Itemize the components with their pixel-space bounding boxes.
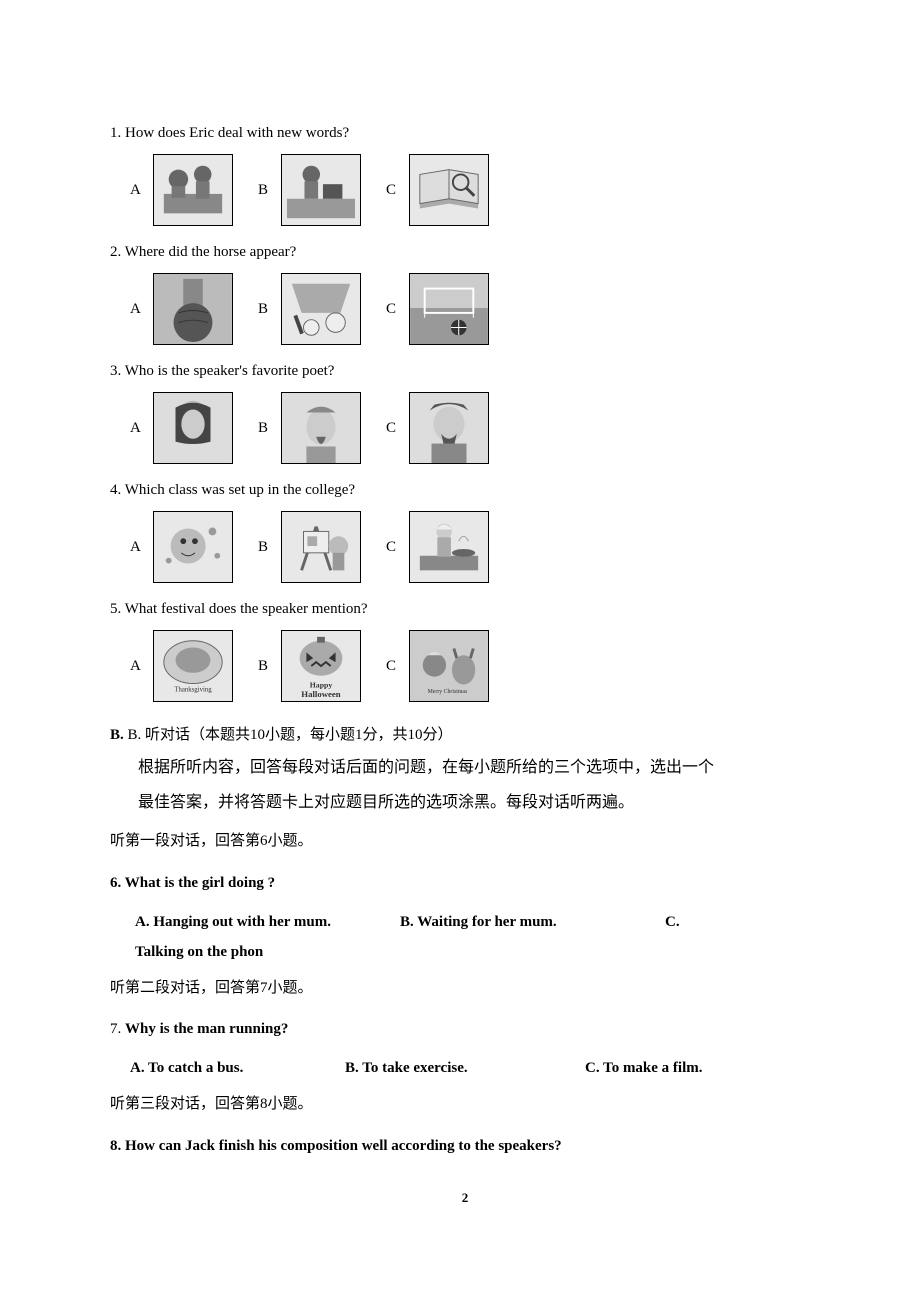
q1-image-c xyxy=(409,154,489,226)
q1-option-b: B xyxy=(258,154,361,226)
q2-option-c: C xyxy=(386,273,489,345)
svg-text:Happy: Happy xyxy=(310,680,333,689)
q5-options: A Thanksgiving B HappyHalloween C Merry … xyxy=(130,630,820,702)
q5-text: 5. What festival does the speaker mentio… xyxy=(110,601,820,618)
q7-option-a: A. To catch a bus. xyxy=(130,1053,345,1083)
svg-text:Thanksgiving: Thanksgiving xyxy=(174,686,212,693)
q3-image-c xyxy=(409,392,489,464)
page-number: 2 xyxy=(110,1190,820,1206)
q6-option-a: A. Hanging out with her mum. xyxy=(135,907,375,937)
q1-option-c: C xyxy=(386,154,489,226)
q7-prefix: 7. xyxy=(110,1021,125,1037)
section-b-header: B. B. 听对话（本题共10小题，每小题1分，共10分） xyxy=(110,720,820,750)
q1-text: 1. How does Eric deal with new words? xyxy=(110,125,820,142)
q3-text: 3. Who is the speaker's favorite poet? xyxy=(110,363,820,380)
option-letter: C xyxy=(386,539,401,556)
q6-options: A. Hanging out with her mum. B. Waiting … xyxy=(110,907,820,937)
option-letter: B xyxy=(258,539,273,556)
q3-option-c: C xyxy=(386,392,489,464)
q1-option-a: A xyxy=(130,154,233,226)
svg-text:Halloween: Halloween xyxy=(301,689,341,699)
option-letter: B xyxy=(258,301,273,318)
option-letter: A xyxy=(130,182,145,199)
q2-options: A B C xyxy=(130,273,820,345)
q5-option-c: C Merry Christmas xyxy=(386,630,489,702)
q4-option-c: C xyxy=(386,511,489,583)
option-letter: A xyxy=(130,301,145,318)
section-b-instruction2: 最佳答案，并将答题卡上对应题目所选的选项涂黑。每段对话听两遍。 xyxy=(138,785,820,820)
dialogue3-instruction: 听第三段对话，回答第8小题。 xyxy=(110,1089,820,1121)
q2-option-a: A xyxy=(130,273,233,345)
q1-image-a xyxy=(153,154,233,226)
q4-option-b: B xyxy=(258,511,361,583)
option-letter: B xyxy=(258,420,273,437)
q2-image-c xyxy=(409,273,489,345)
q4-text: 4. Which class was set up in the college… xyxy=(110,482,820,499)
q3-image-b xyxy=(281,392,361,464)
q7-text: 7. Why is the man running? xyxy=(110,1016,820,1043)
q6-option-b: B. Waiting for her mum. xyxy=(400,907,640,937)
q7-option-c: C. To make a film. xyxy=(585,1053,703,1083)
q2-option-b: B xyxy=(258,273,361,345)
option-letter: A xyxy=(130,658,145,675)
q7-main: Why is the man running? xyxy=(125,1021,288,1037)
q5-image-b: HappyHalloween xyxy=(281,630,361,702)
q4-options: A B C xyxy=(130,511,820,583)
q4-image-c xyxy=(409,511,489,583)
q4-image-b xyxy=(281,511,361,583)
q6-text: 6. What is the girl doing ? xyxy=(110,870,820,897)
option-letter: C xyxy=(386,420,401,437)
q6-option-c: C. xyxy=(665,907,680,937)
q5-image-c: Merry Christmas xyxy=(409,630,489,702)
q6-continuation: Talking on the phon xyxy=(135,937,820,967)
section-b-instruction1: 根据所听内容，回答每段对话后面的问题，在每小题所给的三个选项中，选出一个 xyxy=(138,750,820,785)
q3-image-a xyxy=(153,392,233,464)
q2-image-b xyxy=(281,273,361,345)
q4-option-a: A xyxy=(130,511,233,583)
q3-options: A B C xyxy=(130,392,820,464)
option-letter: C xyxy=(386,658,401,675)
q7-options: A. To catch a bus. B. To take exercise. … xyxy=(110,1053,820,1083)
q4-image-a xyxy=(153,511,233,583)
q1-options: A B C xyxy=(130,154,820,226)
q3-option-b: B xyxy=(258,392,361,464)
q5-option-b: B HappyHalloween xyxy=(258,630,361,702)
q2-text: 2. Where did the horse appear? xyxy=(110,244,820,261)
option-letter: A xyxy=(130,539,145,556)
option-letter: C xyxy=(386,182,401,199)
q8-text: 8. How can Jack finish his composition w… xyxy=(110,1133,820,1160)
option-letter: B xyxy=(258,182,273,199)
option-letter: B xyxy=(258,658,273,675)
dialogue2-instruction: 听第二段对话，回答第7小题。 xyxy=(110,973,820,1005)
option-letter: C xyxy=(386,301,401,318)
q2-image-a xyxy=(153,273,233,345)
q3-option-a: A xyxy=(130,392,233,464)
q7-option-b: B. To take exercise. xyxy=(345,1053,585,1083)
q5-option-a: A Thanksgiving xyxy=(130,630,233,702)
option-letter: A xyxy=(130,420,145,437)
q1-image-b xyxy=(281,154,361,226)
q5-image-a: Thanksgiving xyxy=(153,630,233,702)
dialogue1-instruction: 听第一段对话，回答第6小题。 xyxy=(110,826,820,858)
svg-text:Merry Christmas: Merry Christmas xyxy=(428,689,468,695)
section-b-title-text: B. 听对话（本题共10小题，每小题1分，共10分） xyxy=(128,727,453,743)
section-b-title: B. B. 听对话（本题共10小题，每小题1分，共10分） xyxy=(110,727,453,743)
